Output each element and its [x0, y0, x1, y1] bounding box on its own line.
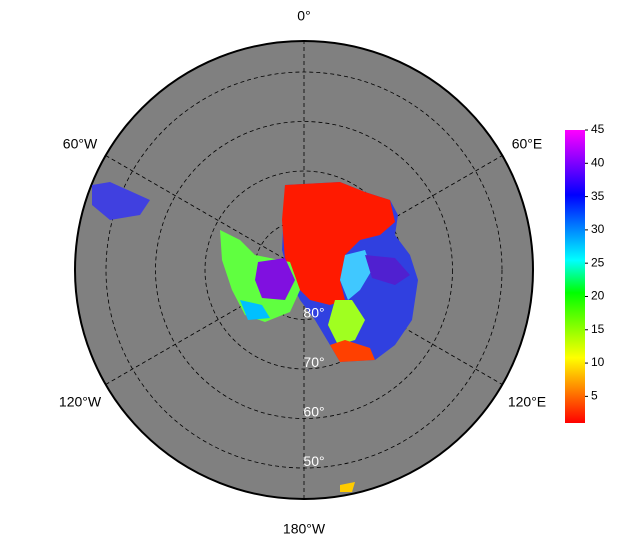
latitude-label: 60°: [303, 404, 324, 420]
meridian: [105, 155, 503, 385]
latitude-label: 50°: [303, 453, 324, 469]
longitude-label: 120°W: [59, 394, 102, 410]
latitude-label: 80°: [303, 305, 324, 321]
latitude-label: 70°: [303, 354, 324, 370]
longitude-label: 60°W: [63, 136, 98, 152]
colorbar-tick-label: 35: [591, 189, 605, 203]
colorbar: 5 10 15 20 25 30 35 40 45: [565, 122, 605, 423]
colorbar-ramp: [565, 130, 585, 423]
meridian: [105, 155, 503, 385]
colorbar-tick-label: 45: [591, 122, 605, 136]
graticule: [105, 41, 503, 499]
colorbar-tick-label: 5: [591, 389, 598, 403]
longitude-label: 180°W: [283, 521, 326, 537]
antarctica-field: [92, 182, 418, 492]
colorbar-tick-label: 20: [591, 289, 605, 303]
colorbar-tick-label: 25: [591, 255, 605, 269]
colorbar-tick-label: 10: [591, 355, 605, 369]
longitude-label: 120°E: [508, 394, 546, 410]
longitude-label: 0°: [297, 8, 310, 24]
labels: 0° 60°E 120°E 180°W 120°W 60°W 80° 70° 60° 50°: [59, 8, 546, 537]
longitude-label: 60°E: [512, 136, 543, 152]
colorbar-tick-label: 15: [591, 322, 605, 336]
colorbar-tick-label: 40: [591, 155, 605, 169]
colorbar-tick-label: 30: [591, 222, 605, 236]
